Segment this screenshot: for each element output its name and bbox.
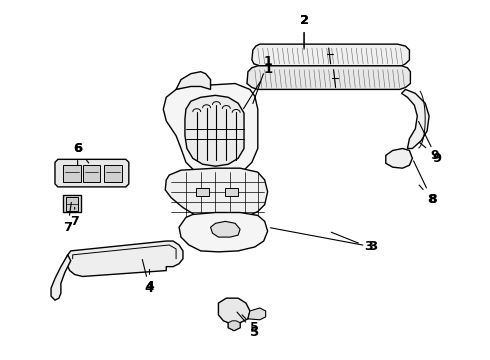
Text: 2: 2 [300,14,308,49]
Polygon shape [386,148,413,168]
Polygon shape [185,95,244,166]
Polygon shape [252,44,410,66]
Text: 5: 5 [237,312,259,339]
Polygon shape [176,72,211,89]
Polygon shape [51,255,71,300]
Text: 6: 6 [74,142,82,165]
Text: 3: 3 [270,228,378,253]
Polygon shape [163,84,258,178]
Polygon shape [63,195,80,212]
Polygon shape [196,188,209,196]
Polygon shape [82,165,100,182]
Polygon shape [228,321,240,330]
Polygon shape [401,89,429,148]
Polygon shape [248,308,266,320]
Polygon shape [165,168,268,219]
Text: 6: 6 [73,142,89,163]
Text: 4: 4 [142,260,154,295]
Polygon shape [179,212,268,252]
Text: 5: 5 [242,315,259,334]
Text: 4: 4 [145,269,154,293]
Text: 9: 9 [418,121,441,165]
Text: 1: 1 [244,63,272,109]
Text: 3: 3 [331,232,372,253]
Text: 7: 7 [70,207,79,228]
Polygon shape [225,188,238,196]
Polygon shape [66,197,77,211]
Polygon shape [211,221,240,237]
Text: 2: 2 [299,14,309,47]
Text: 8: 8 [414,161,437,206]
Text: 8: 8 [419,185,437,206]
Polygon shape [55,159,129,187]
Polygon shape [63,165,80,182]
Text: 1: 1 [253,55,272,104]
Text: 9: 9 [419,143,440,162]
Text: 7: 7 [63,202,73,234]
Polygon shape [219,298,250,330]
Polygon shape [247,66,411,89]
Polygon shape [65,241,183,276]
Polygon shape [104,165,122,182]
